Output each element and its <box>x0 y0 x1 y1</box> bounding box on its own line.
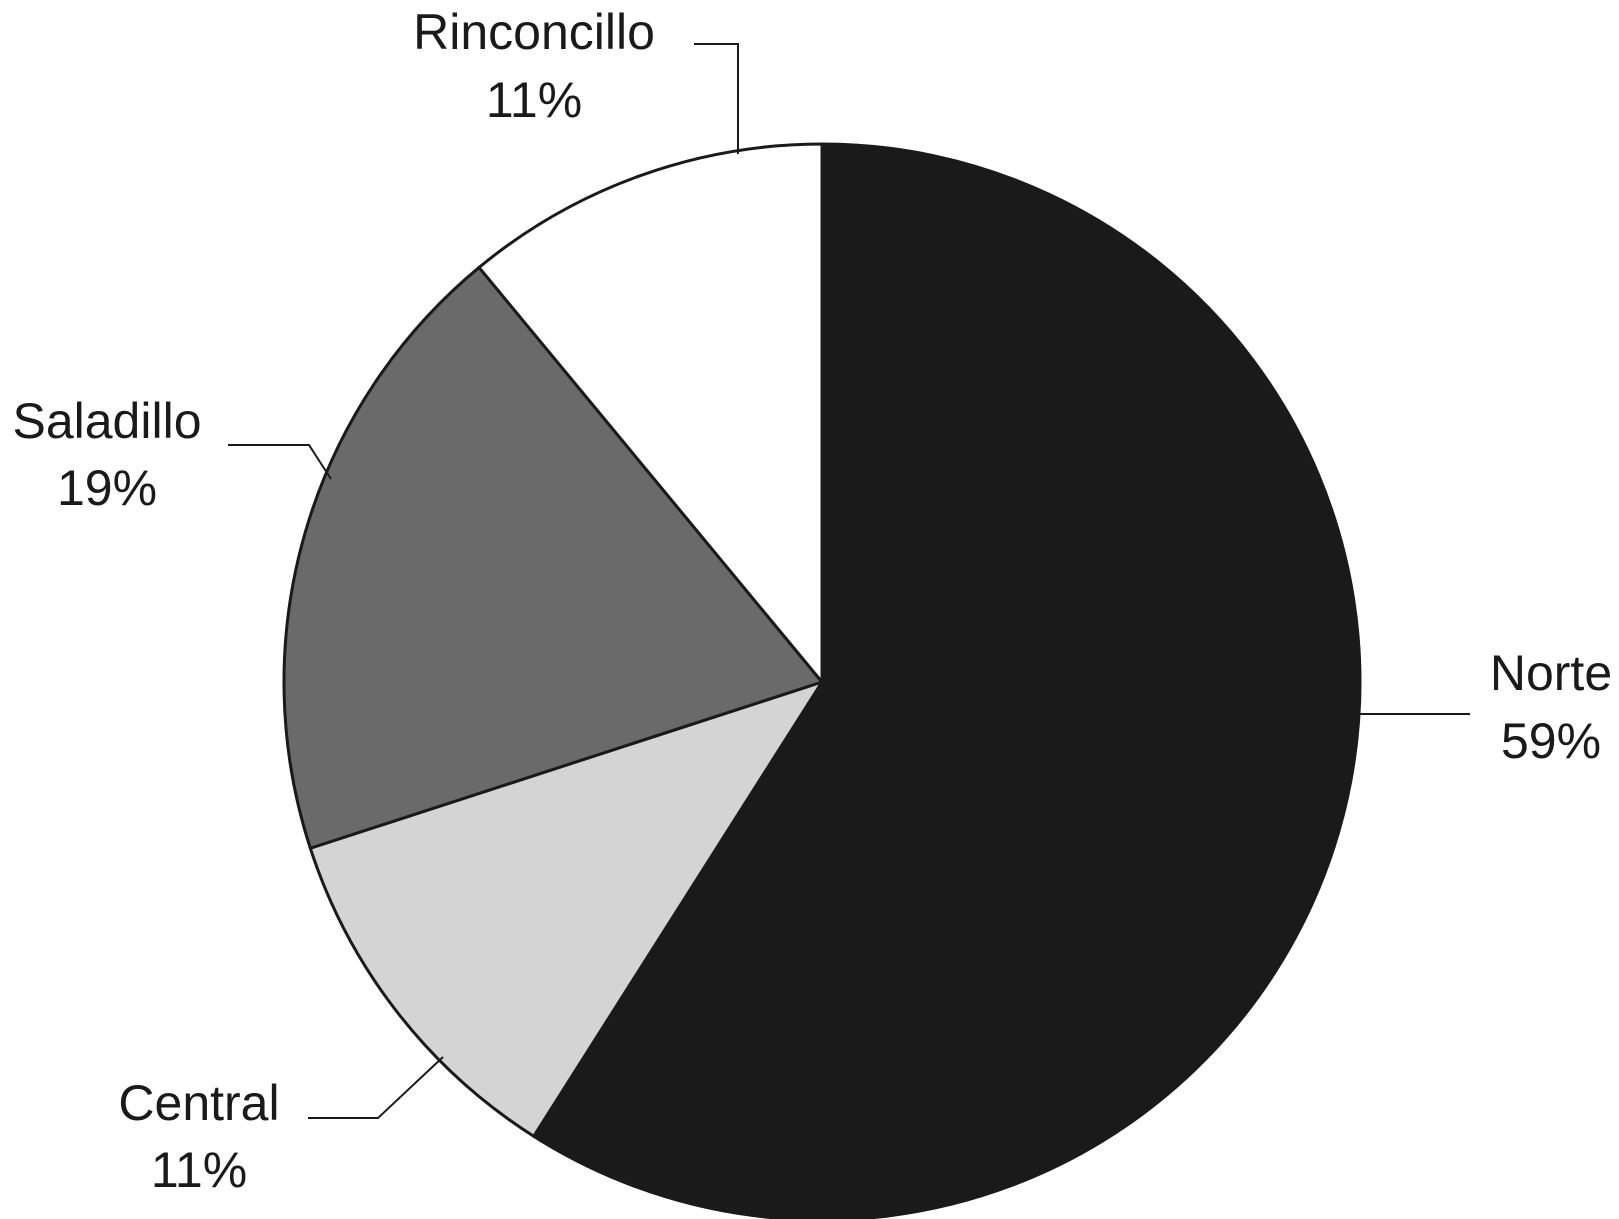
slice-label-rinconcillo: Rinconcillo <box>413 4 655 60</box>
slice-labels: Norte 59% Central 11% Saladillo 19% Rinconcill… <box>12 4 1612 1198</box>
slice-label-saladillo: Saladillo <box>12 393 201 449</box>
slice-value-rinconcillo: 11% <box>486 72 582 128</box>
slice-label-central: Central <box>118 1075 279 1131</box>
slice-value-central: 11% <box>151 1142 247 1198</box>
pie-slice-saladillo <box>282 265 824 850</box>
pie-slices <box>282 142 1362 1219</box>
slice-value-saladillo: 19% <box>57 460 157 516</box>
leader-lines <box>228 43 1470 1119</box>
leader-line-rinconcillo <box>694 43 739 154</box>
leader-line-saladillo <box>228 444 332 480</box>
leader-line-central <box>308 1056 444 1119</box>
pie-slice-rinconcillo <box>477 142 824 684</box>
slice-value-norte: 59% <box>1501 713 1601 769</box>
pie-slice-central <box>308 680 824 1138</box>
pie-slice-norte <box>532 142 1362 1219</box>
slice-label-norte: Norte <box>1490 645 1612 701</box>
